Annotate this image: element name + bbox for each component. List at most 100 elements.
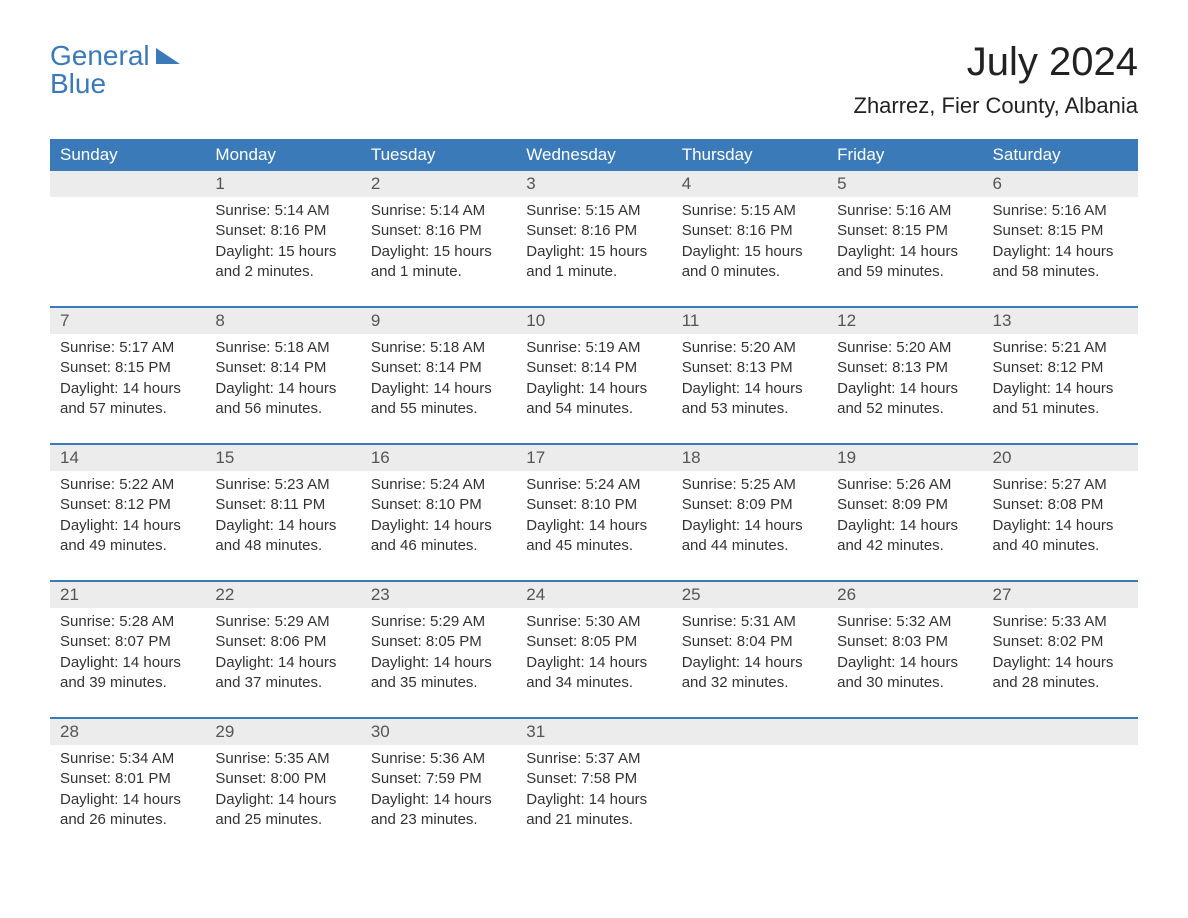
daylight-text: Daylight: 15 hours and 1 minute. <box>526 242 661 283</box>
logo-text-2: Blue <box>50 68 106 100</box>
daylight-text: Daylight: 14 hours and 40 minutes. <box>993 516 1128 557</box>
sunset-text: Sunset: 7:58 PM <box>526 769 661 789</box>
day-number: 1 <box>205 171 360 197</box>
sunset-text: Sunset: 8:05 PM <box>526 632 661 652</box>
sunrise-text: Sunrise: 5:16 AM <box>837 201 972 221</box>
sunrise-text: Sunrise: 5:29 AM <box>371 612 506 632</box>
sunset-text: Sunset: 8:15 PM <box>837 221 972 241</box>
day-number: 10 <box>516 307 671 334</box>
sunrise-text: Sunrise: 5:30 AM <box>526 612 661 632</box>
day-number: 27 <box>983 581 1138 608</box>
day-content: Sunrise: 5:26 AMSunset: 8:09 PMDaylight:… <box>827 471 982 581</box>
day-number: 30 <box>361 718 516 745</box>
sunrise-text: Sunrise: 5:17 AM <box>60 338 195 358</box>
day-content <box>672 745 827 854</box>
sunrise-text: Sunrise: 5:19 AM <box>526 338 661 358</box>
daylight-text: Daylight: 14 hours and 52 minutes. <box>837 379 972 420</box>
daylight-text: Daylight: 14 hours and 51 minutes. <box>993 379 1128 420</box>
daylight-text: Daylight: 14 hours and 26 minutes. <box>60 790 195 831</box>
day-number <box>983 718 1138 745</box>
daylight-text: Daylight: 15 hours and 2 minutes. <box>215 242 350 283</box>
daylight-text: Daylight: 14 hours and 37 minutes. <box>215 653 350 694</box>
sunset-text: Sunset: 8:03 PM <box>837 632 972 652</box>
sunrise-text: Sunrise: 5:29 AM <box>215 612 350 632</box>
day-content-row: Sunrise: 5:28 AMSunset: 8:07 PMDaylight:… <box>50 608 1138 718</box>
day-number-row: 78910111213 <box>50 307 1138 334</box>
day-number: 17 <box>516 444 671 471</box>
sunset-text: Sunset: 8:11 PM <box>215 495 350 515</box>
day-number <box>827 718 982 745</box>
sunrise-text: Sunrise: 5:20 AM <box>682 338 817 358</box>
day-number: 25 <box>672 581 827 608</box>
day-header: Friday <box>827 139 982 171</box>
daylight-text: Daylight: 14 hours and 44 minutes. <box>682 516 817 557</box>
sunset-text: Sunset: 8:15 PM <box>993 221 1128 241</box>
daylight-text: Daylight: 14 hours and 23 minutes. <box>371 790 506 831</box>
day-number: 18 <box>672 444 827 471</box>
day-number: 29 <box>205 718 360 745</box>
day-number-row: 28293031 <box>50 718 1138 745</box>
daylight-text: Daylight: 14 hours and 35 minutes. <box>371 653 506 694</box>
daylight-text: Daylight: 14 hours and 30 minutes. <box>837 653 972 694</box>
day-content-row: Sunrise: 5:14 AMSunset: 8:16 PMDaylight:… <box>50 197 1138 307</box>
sunrise-text: Sunrise: 5:14 AM <box>371 201 506 221</box>
day-header: Monday <box>205 139 360 171</box>
day-number: 5 <box>827 171 982 197</box>
day-content: Sunrise: 5:18 AMSunset: 8:14 PMDaylight:… <box>205 334 360 444</box>
sunset-text: Sunset: 8:14 PM <box>371 358 506 378</box>
daylight-text: Daylight: 15 hours and 1 minute. <box>371 242 506 283</box>
header: General Blue July 2024 Zharrez, Fier Cou… <box>50 40 1138 119</box>
day-content: Sunrise: 5:36 AMSunset: 7:59 PMDaylight:… <box>361 745 516 854</box>
day-number: 14 <box>50 444 205 471</box>
daylight-text: Daylight: 14 hours and 28 minutes. <box>993 653 1128 694</box>
sunrise-text: Sunrise: 5:25 AM <box>682 475 817 495</box>
sunrise-text: Sunrise: 5:32 AM <box>837 612 972 632</box>
sunrise-text: Sunrise: 5:24 AM <box>371 475 506 495</box>
sunrise-text: Sunrise: 5:35 AM <box>215 749 350 769</box>
sunset-text: Sunset: 8:12 PM <box>993 358 1128 378</box>
triangle-icon <box>156 48 180 64</box>
sunset-text: Sunset: 8:16 PM <box>371 221 506 241</box>
day-content <box>983 745 1138 854</box>
day-content: Sunrise: 5:37 AMSunset: 7:58 PMDaylight:… <box>516 745 671 854</box>
daylight-text: Daylight: 14 hours and 54 minutes. <box>526 379 661 420</box>
sunrise-text: Sunrise: 5:22 AM <box>60 475 195 495</box>
sunset-text: Sunset: 8:10 PM <box>526 495 661 515</box>
day-content: Sunrise: 5:29 AMSunset: 8:06 PMDaylight:… <box>205 608 360 718</box>
day-content-row: Sunrise: 5:22 AMSunset: 8:12 PMDaylight:… <box>50 471 1138 581</box>
day-number: 8 <box>205 307 360 334</box>
daylight-text: Daylight: 14 hours and 56 minutes. <box>215 379 350 420</box>
day-content: Sunrise: 5:32 AMSunset: 8:03 PMDaylight:… <box>827 608 982 718</box>
daylight-text: Daylight: 14 hours and 49 minutes. <box>60 516 195 557</box>
sunrise-text: Sunrise: 5:15 AM <box>526 201 661 221</box>
daylight-text: Daylight: 14 hours and 48 minutes. <box>215 516 350 557</box>
day-header-row: Sunday Monday Tuesday Wednesday Thursday… <box>50 139 1138 171</box>
day-content: Sunrise: 5:14 AMSunset: 8:16 PMDaylight:… <box>205 197 360 307</box>
daylight-text: Daylight: 14 hours and 46 minutes. <box>371 516 506 557</box>
sunset-text: Sunset: 8:16 PM <box>682 221 817 241</box>
day-number: 20 <box>983 444 1138 471</box>
day-number: 13 <box>983 307 1138 334</box>
daylight-text: Daylight: 14 hours and 39 minutes. <box>60 653 195 694</box>
day-number-row: 14151617181920 <box>50 444 1138 471</box>
sunset-text: Sunset: 8:09 PM <box>837 495 972 515</box>
daylight-text: Daylight: 14 hours and 55 minutes. <box>371 379 506 420</box>
day-content: Sunrise: 5:20 AMSunset: 8:13 PMDaylight:… <box>672 334 827 444</box>
day-number: 28 <box>50 718 205 745</box>
daylight-text: Daylight: 14 hours and 42 minutes. <box>837 516 972 557</box>
calendar-table: Sunday Monday Tuesday Wednesday Thursday… <box>50 139 1138 854</box>
daylight-text: Daylight: 14 hours and 58 minutes. <box>993 242 1128 283</box>
daylight-text: Daylight: 14 hours and 32 minutes. <box>682 653 817 694</box>
sunrise-text: Sunrise: 5:23 AM <box>215 475 350 495</box>
day-content: Sunrise: 5:14 AMSunset: 8:16 PMDaylight:… <box>361 197 516 307</box>
sunrise-text: Sunrise: 5:24 AM <box>526 475 661 495</box>
sunset-text: Sunset: 8:13 PM <box>837 358 972 378</box>
sunset-text: Sunset: 7:59 PM <box>371 769 506 789</box>
sunrise-text: Sunrise: 5:18 AM <box>215 338 350 358</box>
day-number: 21 <box>50 581 205 608</box>
sunrise-text: Sunrise: 5:20 AM <box>837 338 972 358</box>
sunrise-text: Sunrise: 5:14 AM <box>215 201 350 221</box>
day-number-row: 21222324252627 <box>50 581 1138 608</box>
sunset-text: Sunset: 8:15 PM <box>60 358 195 378</box>
sunset-text: Sunset: 8:00 PM <box>215 769 350 789</box>
